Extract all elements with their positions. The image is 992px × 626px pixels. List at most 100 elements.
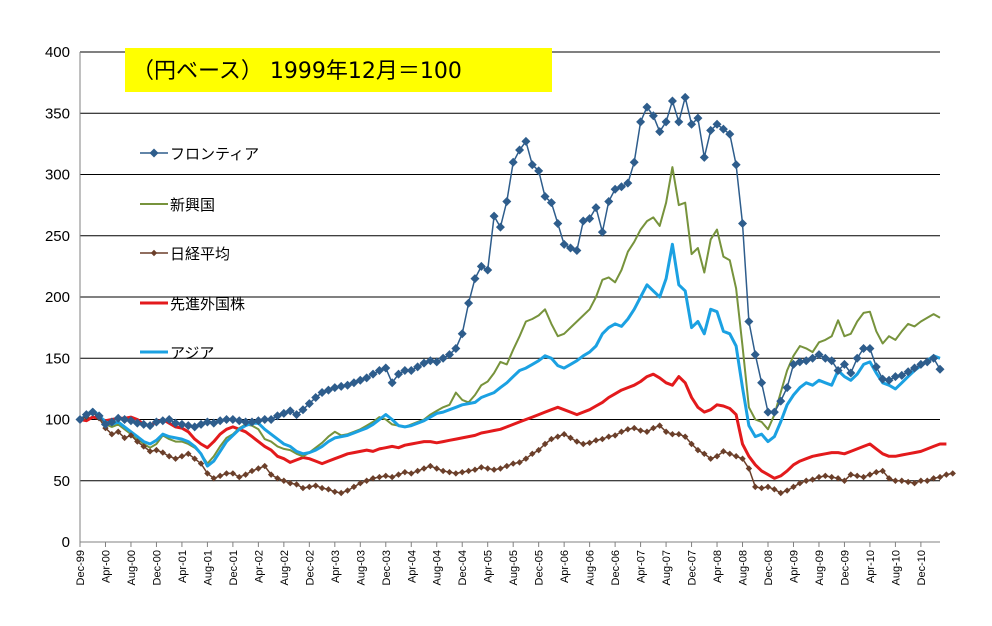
- data-point: [484, 465, 491, 472]
- data-point: [381, 363, 391, 373]
- data-point: [782, 383, 792, 393]
- data-point: [255, 465, 262, 472]
- data-point: [662, 428, 670, 435]
- data-point: [490, 466, 498, 473]
- data-point: [693, 113, 703, 123]
- data-point: [503, 462, 511, 470]
- data-point: [502, 196, 512, 206]
- legend-label: 新興国: [170, 196, 215, 214]
- data-point: [636, 117, 646, 127]
- data-point: [560, 431, 568, 438]
- data-point: [425, 356, 435, 366]
- series-2: [76, 408, 956, 497]
- x-tick-label: Apr-00: [100, 550, 112, 583]
- data-point: [611, 432, 619, 439]
- data-point: [624, 426, 632, 433]
- data-point: [464, 298, 474, 308]
- legend-label: 日経平均: [170, 245, 230, 263]
- legend-item: アジア: [140, 344, 214, 362]
- data-point: [293, 481, 300, 488]
- data-point: [344, 487, 351, 494]
- data-point: [809, 476, 816, 483]
- data-point: [446, 468, 453, 476]
- y-tick-label: 100: [45, 412, 70, 429]
- data-point: [605, 433, 612, 440]
- data-point: [330, 383, 340, 393]
- data-point: [674, 117, 684, 127]
- data-point: [113, 413, 123, 423]
- data-point: [223, 470, 230, 477]
- data-point: [216, 472, 224, 480]
- series-line: [79, 372, 947, 480]
- data-point: [185, 450, 192, 457]
- x-tick-label: Dec-04: [457, 550, 469, 585]
- data-point: [822, 472, 829, 480]
- data-point: [476, 261, 486, 271]
- data-point: [726, 450, 733, 457]
- x-tick-label: Apr-09: [788, 550, 800, 583]
- data-point: [783, 487, 791, 494]
- data-point: [267, 471, 275, 478]
- x-tick-label: Aug-05: [508, 550, 520, 585]
- data-point: [833, 366, 843, 375]
- data-point: [408, 470, 415, 477]
- data-point: [725, 129, 735, 139]
- data-point: [350, 483, 358, 491]
- series-line: [79, 166, 941, 465]
- data-point: [158, 416, 168, 426]
- data-point: [591, 203, 601, 213]
- data-point: [585, 214, 595, 224]
- data-point: [527, 160, 537, 170]
- data-point: [465, 467, 472, 475]
- data-point: [88, 407, 98, 417]
- data-point: [898, 477, 905, 484]
- data-point: [871, 362, 881, 372]
- data-point: [929, 353, 939, 363]
- data-point: [629, 157, 639, 167]
- data-point: [917, 477, 925, 484]
- data-point: [790, 483, 797, 491]
- data-point: [839, 359, 849, 369]
- data-point: [121, 434, 128, 442]
- x-tick-label: Aug-01: [202, 550, 214, 585]
- data-point: [451, 343, 461, 353]
- data-point: [368, 369, 378, 379]
- legend-item: 先進外国株: [140, 295, 245, 313]
- data-point: [903, 367, 913, 377]
- data-point: [554, 433, 561, 440]
- x-tick-label: Aug-07: [661, 550, 673, 585]
- data-point: [661, 117, 671, 127]
- data-point: [758, 484, 765, 492]
- chart-title-background: [125, 48, 552, 92]
- data-point: [922, 357, 932, 367]
- x-tick-label: Dec-02: [304, 550, 316, 585]
- data-point: [936, 473, 944, 481]
- data-point: [879, 467, 886, 475]
- data-point: [910, 363, 920, 373]
- data-point: [675, 431, 683, 438]
- chart-title-box: （円ベース） 1999年12月＝100: [125, 48, 552, 92]
- data-point: [331, 488, 339, 495]
- data-point: [739, 455, 746, 462]
- x-tick-label: Dec-08: [763, 550, 775, 585]
- series-group: [75, 92, 956, 497]
- data-point: [580, 440, 587, 448]
- data-point: [853, 472, 861, 480]
- data-point: [222, 415, 232, 424]
- data-point: [718, 124, 728, 134]
- x-tick-label: Dec-01: [228, 550, 240, 585]
- legend-item: 新興国: [140, 196, 215, 214]
- data-point: [394, 369, 404, 379]
- data-point: [304, 399, 314, 409]
- data-point: [687, 119, 697, 129]
- data-point: [885, 475, 893, 482]
- data-point: [949, 470, 956, 477]
- data-point: [763, 407, 773, 417]
- legend-label: フロンティア: [170, 145, 259, 163]
- data-point: [489, 211, 499, 221]
- data-point: [172, 455, 179, 462]
- y-tick-label: 350: [45, 105, 70, 122]
- data-point: [897, 370, 907, 380]
- data-point: [382, 472, 389, 480]
- data-point: [669, 431, 676, 438]
